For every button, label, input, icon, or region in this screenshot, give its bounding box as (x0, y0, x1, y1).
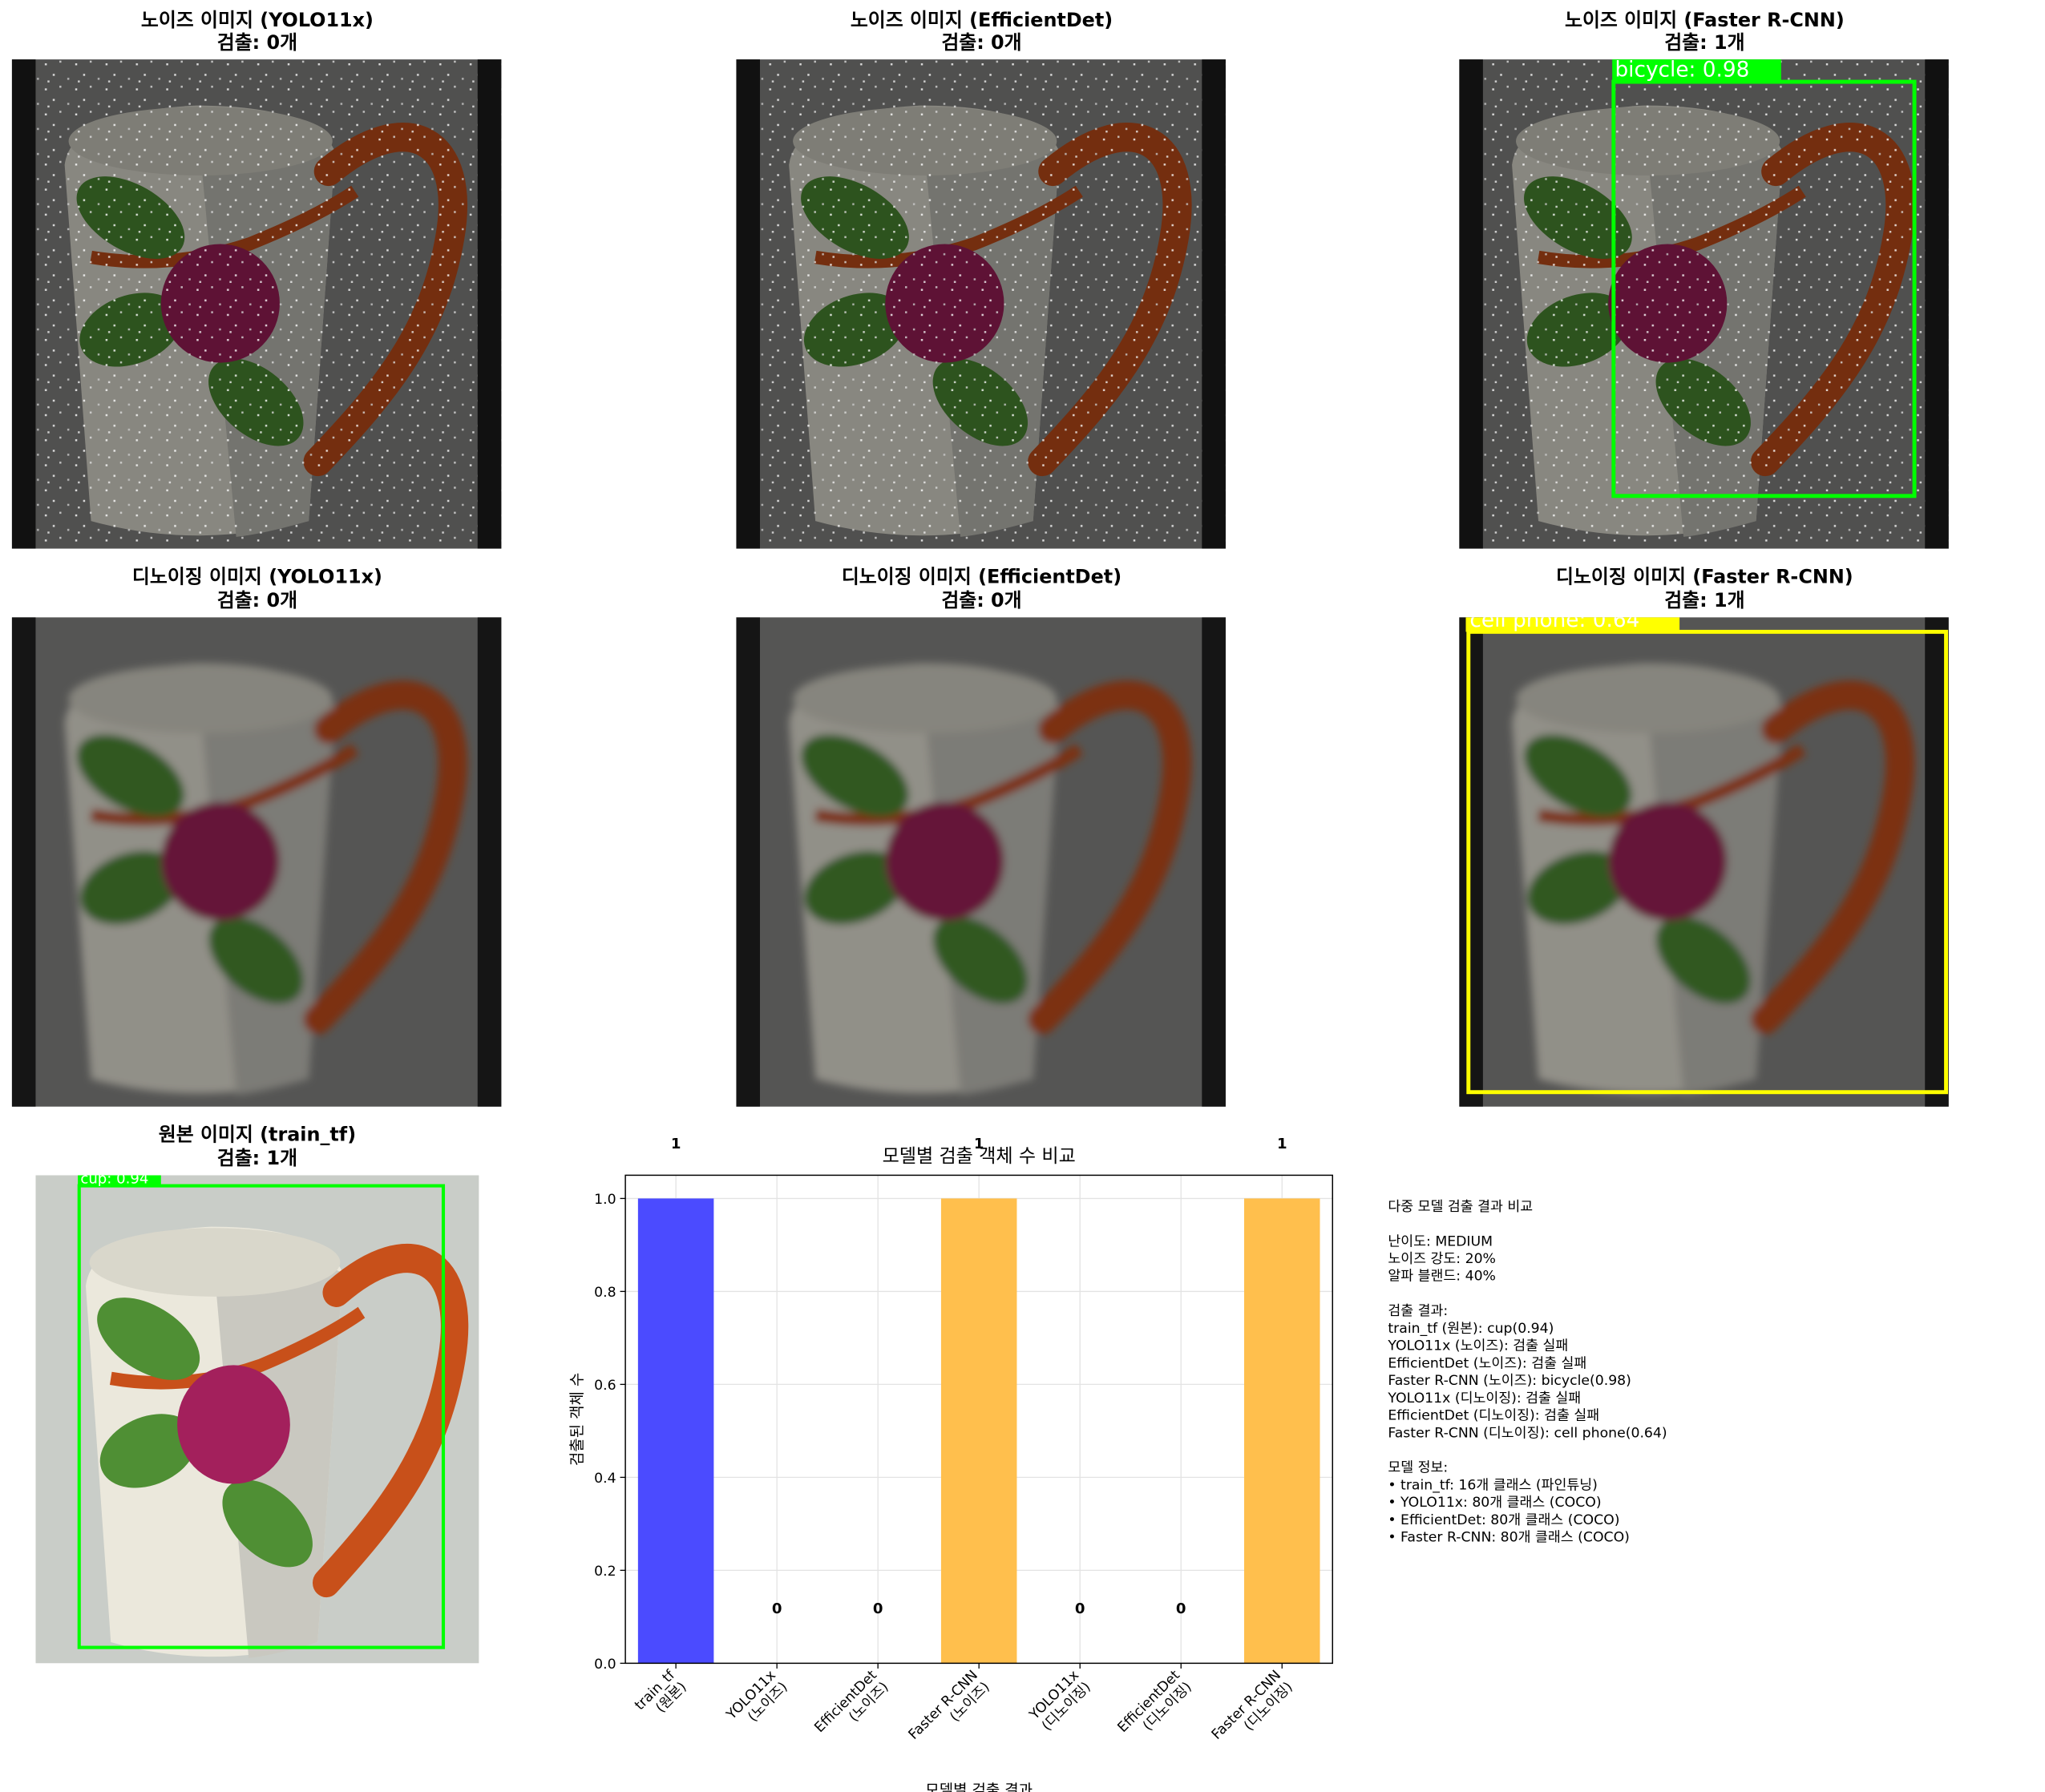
noisy-image: bicycle: 0.98 (1459, 58, 1949, 548)
value-label: 1 (671, 1136, 681, 1152)
panel-title: 노이즈 이미지 (Faster R-CNN) (1565, 9, 1845, 31)
panel-subtitle: 검출: 1개 (1664, 589, 1744, 611)
x-axis-label: 모델별 검출 결과 (925, 1782, 1033, 1792)
detection-label: cell phone: 0.64 (1469, 608, 1639, 632)
axes-frame (624, 1174, 1334, 1665)
detection-label: cup: 0.94 (80, 1170, 148, 1187)
info-line: 검출 결과: (1388, 1303, 1448, 1319)
info-line: 노이즈 강도: 20% (1388, 1251, 1496, 1267)
y-tick-label: 0.8 (594, 1285, 616, 1301)
denoised-image (736, 617, 1226, 1107)
x-tick-label: EfficientDet(노이즈) (811, 1667, 891, 1747)
detection-box (1466, 629, 1949, 1095)
x-tick-label: EfficientDet(디노이징) (1115, 1667, 1195, 1747)
noisy-image (736, 59, 1226, 549)
panel-title: 디노이징 이미지 (YOLO11x) (132, 565, 382, 587)
detection-label: bicycle: 0.98 (1615, 58, 1749, 82)
info-line: • Faster R-CNN: 80개 클래스 (COCO) (1388, 1530, 1630, 1546)
value-label: 1 (1277, 1136, 1287, 1152)
info-line: • EfficientDet: 80개 클래스 (COCO) (1388, 1512, 1619, 1528)
panel-title: 원본 이미지 (train_tf) (159, 1124, 356, 1146)
value-label: 0 (873, 1600, 883, 1617)
y-tick-label: 0.2 (594, 1564, 616, 1580)
y-tick-label: 1.0 (594, 1192, 616, 1208)
detection-box (1611, 79, 1917, 498)
noisy-image (12, 59, 502, 549)
y-tick-label: 0.6 (594, 1378, 616, 1394)
y-axis-label: 검출된 객체 수 (568, 1373, 586, 1466)
panel-title: 디노이징 이미지 (Faster R-CNN) (1556, 565, 1853, 587)
info-line: 다중 모델 검출 결과 비교 (1388, 1199, 1533, 1215)
panel-title: 노이즈 이미지 (EfficientDet) (851, 9, 1113, 31)
panel-subtitle: 검출: 1개 (217, 1147, 297, 1169)
original-image: cup: 0.94 (35, 1170, 479, 1664)
x-tick-label: YOLO11x(디노이징) (1026, 1667, 1094, 1735)
info-line: EfficientDet (노이즈): 검출 실패 (1388, 1355, 1586, 1371)
info-line: train_tf (원본): cup(0.94) (1388, 1321, 1554, 1337)
value-label: 0 (1176, 1600, 1186, 1617)
panel-title: 디노이징 이미지 (EfficientDet) (842, 565, 1122, 587)
x-tick-label: Faster R-CNN(디노이징) (1209, 1667, 1296, 1754)
info-line: 알파 블랜드: 40% (1388, 1269, 1496, 1285)
bar (940, 1198, 1017, 1664)
info-line: 모델 정보: (1388, 1460, 1448, 1476)
y-tick-label: 0.4 (594, 1471, 616, 1487)
bar (637, 1198, 714, 1664)
value-label: 0 (1075, 1600, 1085, 1617)
info-line: 난이도: MEDIUM (1388, 1233, 1493, 1249)
panel-subtitle: 검출: 0개 (217, 589, 297, 611)
detection-box (77, 1184, 446, 1649)
value-label: 0 (772, 1600, 782, 1617)
info-line: Faster R-CNN (디노이징): cell phone(0.64) (1388, 1425, 1667, 1441)
detection-label-bg (78, 1175, 161, 1186)
x-tick-label: YOLO11x(노이즈) (723, 1667, 791, 1735)
info-line: • train_tf: 16개 클래스 (파인튜닝) (1388, 1477, 1598, 1493)
info-line: • YOLO11x: 80개 클래스 (COCO) (1388, 1495, 1601, 1511)
y-tick-label: 0.0 (594, 1657, 616, 1673)
info-line: Faster R-CNN (노이즈): bicycle(0.98) (1388, 1373, 1631, 1389)
panel-subtitle: 검출: 0개 (217, 31, 297, 54)
info-line: EfficientDet (디노이징): 검출 실패 (1388, 1408, 1599, 1424)
value-label: 1 (974, 1136, 984, 1152)
panel-title: 노이즈 이미지 (YOLO11x) (141, 9, 374, 31)
panel-titles: 노이즈 이미지 (YOLO11x) 검출: 0개 노이즈 이미지 (Effici… (132, 9, 1853, 1169)
bar-chart: 모델별 검출 객체 수 비교 모델별 검출 결과 검출된 객체 수 0.0 0.2… (568, 1136, 1334, 1792)
x-tick-label: train_tf(원본) (632, 1667, 690, 1725)
info-line: YOLO11x (노이즈): 검출 실패 (1387, 1338, 1568, 1354)
info-line: YOLO11x (디노이징): 검출 실패 (1387, 1390, 1581, 1407)
panel-subtitle: 검출: 0개 (941, 589, 1021, 611)
detection-label-bg (1465, 617, 1680, 632)
x-tick-label: Faster R-CNN(노이즈) (906, 1667, 993, 1754)
chart-title: 모델별 검출 객체 수 비교 (883, 1146, 1076, 1167)
panel-subtitle: 검출: 1개 (1664, 31, 1744, 54)
denoised-image: cell phone: 0.64 (1459, 608, 1949, 1107)
bar (1243, 1198, 1320, 1664)
panel-subtitle: 검출: 0개 (941, 31, 1021, 54)
detection-label-bg (1612, 59, 1781, 83)
denoised-image (12, 617, 502, 1107)
